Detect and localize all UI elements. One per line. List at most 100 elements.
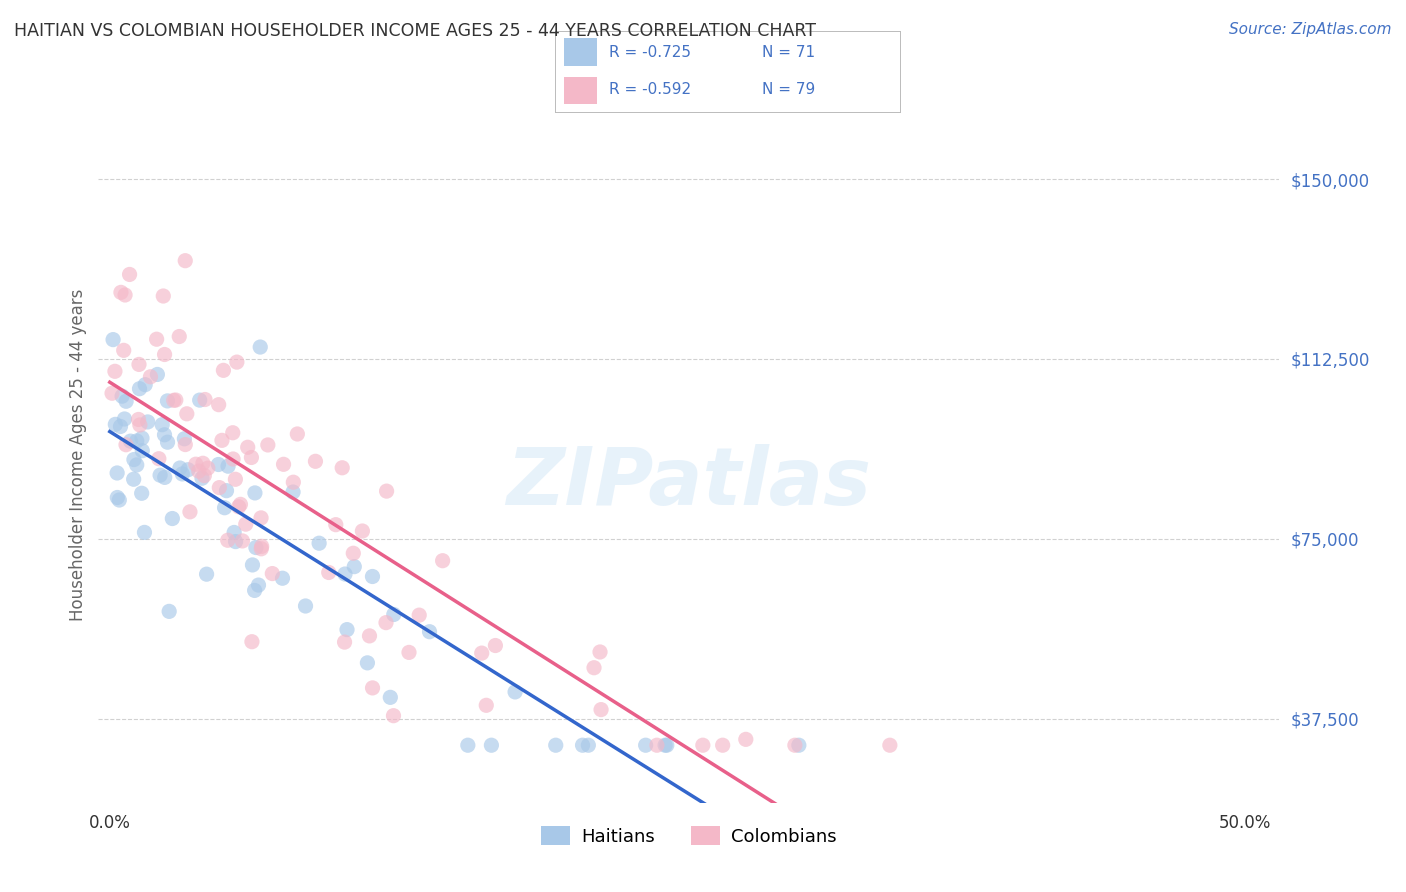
Y-axis label: Householder Income Ages 25 - 44 years: Householder Income Ages 25 - 44 years — [69, 289, 87, 621]
Point — [105, 491, 128, 505]
Point — [262, 566, 284, 581]
Point — [215, 483, 238, 498]
Point — [125, 434, 148, 448]
Point — [101, 386, 124, 401]
Text: R = -0.725: R = -0.725 — [609, 45, 690, 60]
Point — [136, 415, 159, 429]
Point — [271, 571, 294, 585]
Point — [783, 738, 806, 752]
Point — [194, 392, 217, 407]
Point — [120, 434, 142, 449]
Point — [235, 517, 257, 532]
Point — [149, 468, 172, 483]
Point — [503, 685, 526, 699]
Point — [222, 452, 245, 467]
Point — [217, 533, 239, 548]
Point — [156, 435, 179, 450]
Point — [184, 457, 207, 471]
Point — [225, 534, 247, 549]
Point — [634, 738, 657, 752]
Point — [118, 268, 141, 282]
Point — [176, 407, 198, 421]
Point — [208, 481, 231, 495]
Point — [225, 355, 247, 369]
Point — [110, 419, 132, 434]
Point — [156, 393, 179, 408]
Point — [333, 567, 356, 582]
Point — [457, 738, 479, 752]
Point — [356, 656, 378, 670]
Point — [193, 468, 215, 483]
Text: N = 79: N = 79 — [762, 82, 815, 97]
Point — [228, 500, 250, 514]
Point — [191, 456, 214, 470]
Point — [152, 289, 174, 303]
Point — [157, 604, 180, 618]
Point — [128, 358, 150, 372]
Point — [188, 393, 211, 408]
Point — [318, 566, 340, 580]
Point — [432, 554, 454, 568]
Point — [153, 470, 176, 484]
Point — [179, 505, 201, 519]
Point — [249, 340, 271, 354]
Point — [336, 623, 359, 637]
Point — [224, 525, 246, 540]
Point — [169, 461, 191, 475]
Point — [325, 517, 347, 532]
Point — [242, 558, 264, 572]
Point — [145, 332, 167, 346]
Point — [692, 738, 714, 752]
Point — [148, 451, 170, 466]
Point — [382, 708, 405, 723]
Point — [211, 434, 233, 448]
Point — [333, 635, 356, 649]
Point — [214, 500, 236, 515]
Text: Source: ZipAtlas.com: Source: ZipAtlas.com — [1229, 22, 1392, 37]
Point — [224, 472, 246, 486]
Point — [153, 427, 176, 442]
Text: N = 71: N = 71 — [762, 45, 815, 60]
Point — [131, 486, 153, 500]
Point — [243, 486, 266, 500]
Text: HAITIAN VS COLOMBIAN HOUSEHOLDER INCOME AGES 25 - 44 YEARS CORRELATION CHART: HAITIAN VS COLOMBIAN HOUSEHOLDER INCOME … — [14, 22, 815, 40]
Point — [481, 738, 503, 752]
Point — [308, 536, 330, 550]
Point — [122, 472, 145, 486]
Point — [101, 333, 124, 347]
Point — [654, 738, 676, 752]
Point — [475, 698, 498, 713]
Point — [208, 398, 231, 412]
FancyBboxPatch shape — [564, 77, 596, 104]
Point — [112, 343, 135, 358]
Point — [114, 288, 136, 302]
Point — [250, 541, 273, 556]
Point — [711, 738, 734, 752]
Point — [879, 738, 901, 752]
FancyBboxPatch shape — [564, 38, 596, 66]
Point — [655, 738, 678, 752]
Point — [177, 463, 200, 477]
Point — [139, 369, 162, 384]
Point — [419, 624, 441, 639]
Point — [645, 738, 668, 752]
Point — [734, 732, 756, 747]
Point — [131, 431, 153, 445]
Point — [294, 599, 316, 613]
Point — [104, 364, 127, 378]
Legend: Haitians, Colombians: Haitians, Colombians — [534, 819, 844, 853]
Point — [240, 634, 263, 648]
Point — [398, 645, 420, 659]
Point — [281, 485, 304, 500]
Point — [195, 567, 218, 582]
Point — [131, 443, 153, 458]
Point — [163, 393, 186, 408]
Point — [273, 458, 295, 472]
Point — [471, 646, 494, 660]
Point — [207, 458, 229, 472]
Point — [243, 583, 266, 598]
Point — [172, 467, 194, 481]
Point — [240, 450, 263, 465]
Point — [146, 368, 169, 382]
Point — [361, 569, 384, 583]
